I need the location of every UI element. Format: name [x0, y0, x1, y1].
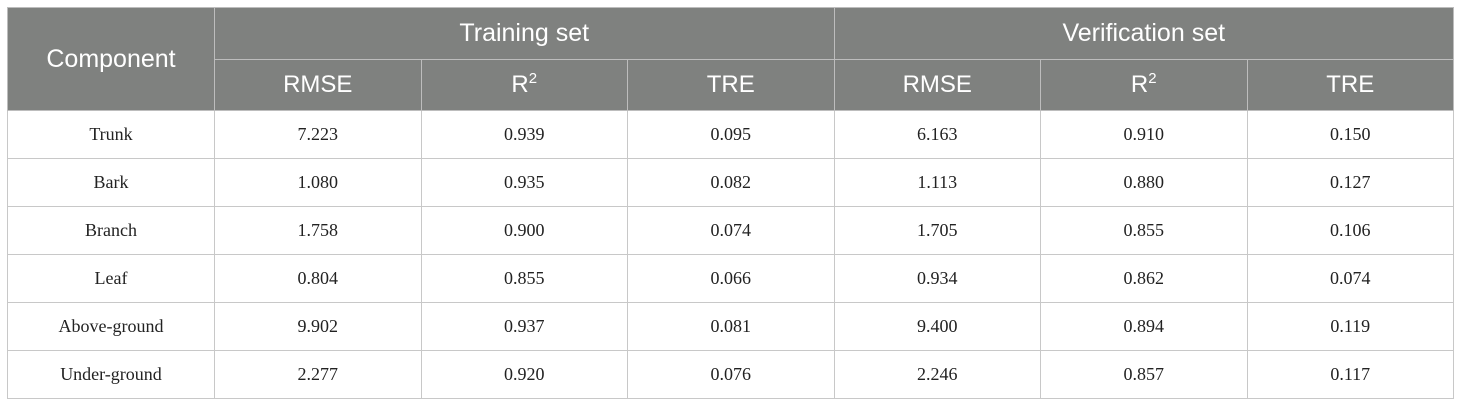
table-cell: 2.246 — [833, 350, 1041, 399]
table-cell: 2.277 — [214, 350, 422, 399]
table-cell: 1.705 — [833, 206, 1041, 255]
header-metric: TRE — [627, 59, 835, 111]
row-component: Bark — [7, 158, 215, 207]
table-cell: 0.939 — [420, 110, 628, 159]
table-cell: 1.113 — [833, 158, 1041, 207]
header-metric: TRE — [1246, 59, 1454, 111]
header-metric: RMSE — [214, 59, 422, 111]
results-table-container: Component Training set Verification set … — [7, 7, 1454, 399]
table-cell: 0.804 — [214, 254, 422, 303]
row-component: Branch — [7, 206, 215, 255]
table-body: Trunk 7.223 0.939 0.095 6.163 0.910 0.15… — [7, 110, 1454, 399]
header-row-metrics: RMSE R2 TRE RMSE R2 TRE — [8, 59, 1454, 111]
table-cell: 0.937 — [420, 302, 628, 351]
table-cell: 0.880 — [1040, 158, 1248, 207]
table-cell: 0.855 — [420, 254, 628, 303]
header-metric: R2 — [1040, 59, 1248, 111]
table-row: Bark 1.080 0.935 0.082 1.113 0.880 0.127 — [7, 158, 1454, 207]
header-group-verification: Verification set — [833, 7, 1454, 60]
table-cell: 0.095 — [627, 110, 835, 159]
table-cell: 0.066 — [627, 254, 835, 303]
results-table: Component Training set Verification set … — [7, 7, 1454, 399]
header-group-training: Training set — [214, 7, 835, 60]
table-cell: 0.862 — [1040, 254, 1248, 303]
table-cell: 0.127 — [1246, 158, 1454, 207]
table-cell: 0.894 — [1040, 302, 1248, 351]
row-component: Leaf — [7, 254, 215, 303]
table-cell: 0.119 — [1246, 302, 1454, 351]
table-header: Component Training set Verification set … — [7, 7, 1454, 111]
header-metric: RMSE — [833, 59, 1041, 111]
table-cell: 0.855 — [1040, 206, 1248, 255]
table-cell: 0.074 — [1246, 254, 1454, 303]
header-component: Component — [7, 7, 215, 111]
table-cell: 0.117 — [1246, 350, 1454, 399]
table-cell: 9.902 — [214, 302, 422, 351]
row-component: Above-ground — [7, 302, 215, 351]
table-row: Branch 1.758 0.900 0.074 1.705 0.855 0.1… — [7, 206, 1454, 255]
table-row: Above-ground 9.902 0.937 0.081 9.400 0.8… — [7, 302, 1454, 351]
table-cell: 0.081 — [627, 302, 835, 351]
table-cell: 1.080 — [214, 158, 422, 207]
row-component: Trunk — [7, 110, 215, 159]
table-cell: 0.934 — [833, 254, 1041, 303]
table-row: Leaf 0.804 0.855 0.066 0.934 0.862 0.074 — [7, 254, 1454, 303]
table-cell: 0.082 — [627, 158, 835, 207]
table-cell: 1.758 — [214, 206, 422, 255]
header-row-groups: Component Training set Verification set — [7, 7, 1454, 111]
table-cell: 0.106 — [1246, 206, 1454, 255]
table-cell: 0.150 — [1246, 110, 1454, 159]
table-cell: 0.076 — [627, 350, 835, 399]
header-metric: R2 — [420, 59, 628, 111]
table-row: Trunk 7.223 0.939 0.095 6.163 0.910 0.15… — [7, 110, 1454, 159]
table-cell: 0.935 — [420, 158, 628, 207]
table-cell: 0.900 — [420, 206, 628, 255]
table-cell: 6.163 — [833, 110, 1041, 159]
table-cell: 7.223 — [214, 110, 422, 159]
table-cell: 0.857 — [1040, 350, 1248, 399]
table-row: Under-ground 2.277 0.920 0.076 2.246 0.8… — [7, 350, 1454, 399]
row-component: Under-ground — [7, 350, 215, 399]
table-cell: 0.910 — [1040, 110, 1248, 159]
table-cell: 0.920 — [420, 350, 628, 399]
table-cell: 9.400 — [833, 302, 1041, 351]
table-cell: 0.074 — [627, 206, 835, 255]
